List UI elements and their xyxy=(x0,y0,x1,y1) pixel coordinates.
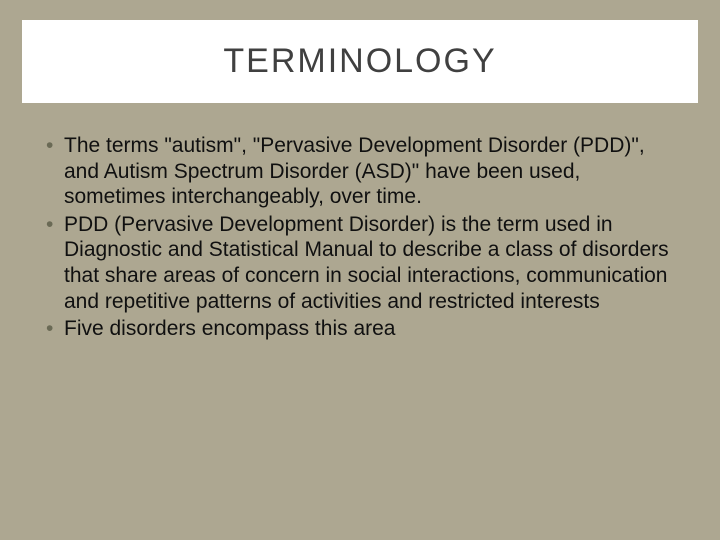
slide-title: TERMINOLOGY xyxy=(22,42,698,81)
bullet-item: The terms "autism", "Pervasive Developme… xyxy=(46,133,674,210)
bullet-item: Five disorders encompass this area xyxy=(46,316,674,342)
bullet-list: The terms "autism", "Pervasive Developme… xyxy=(46,133,674,342)
slide-body: The terms "autism", "Pervasive Developme… xyxy=(0,103,720,342)
bullet-item: PDD (Pervasive Development Disorder) is … xyxy=(46,212,674,314)
title-container: TERMINOLOGY xyxy=(22,20,698,103)
